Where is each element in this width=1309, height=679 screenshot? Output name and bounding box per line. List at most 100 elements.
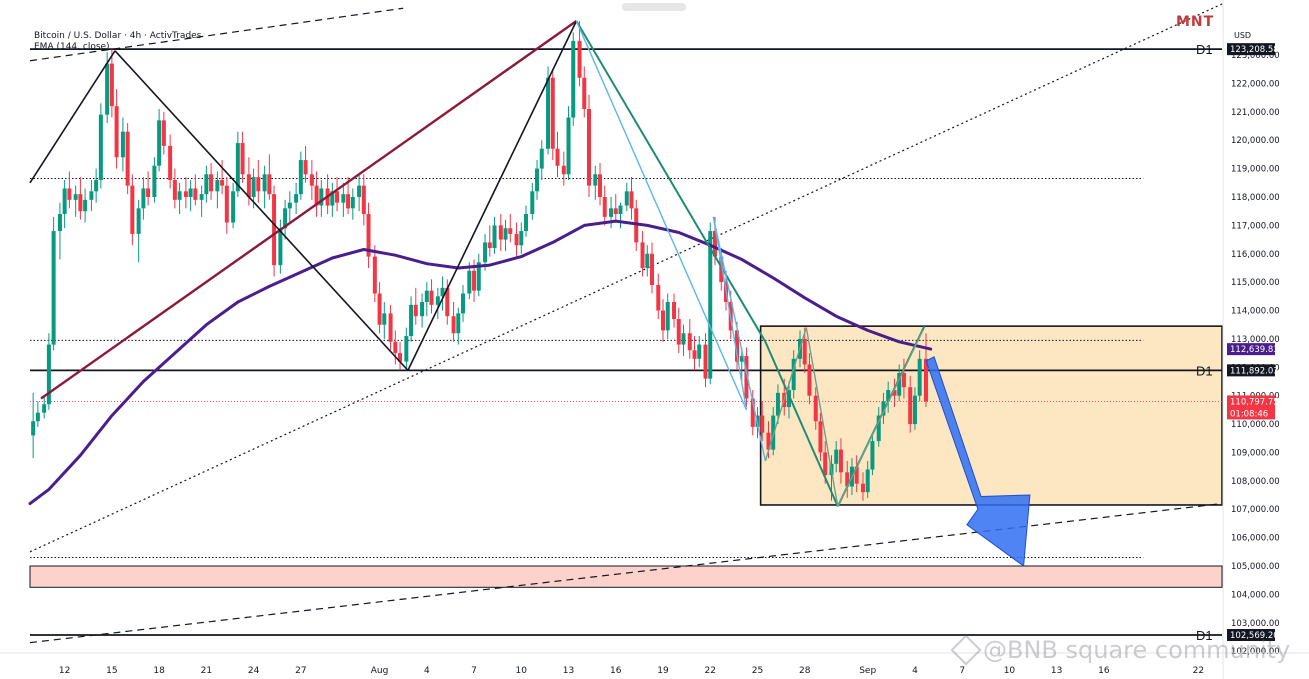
candle-body[interactable] [287,202,292,209]
candle[interactable] [692,336,697,371]
candle[interactable] [272,185,277,277]
candle-body[interactable] [791,358,796,391]
candle[interactable] [535,160,540,200]
candle-body[interactable] [398,353,403,362]
candle[interactable] [256,160,261,203]
candle[interactable] [177,182,182,215]
candle[interactable] [435,287,440,320]
candle[interactable] [204,165,209,203]
candle[interactable] [870,432,875,476]
candle-body[interactable] [535,168,540,192]
candle-body[interactable] [834,449,839,464]
candle-body[interactable] [750,398,755,427]
candle-body[interactable] [876,415,881,442]
candle[interactable] [697,336,702,368]
candle[interactable] [834,441,839,473]
candle-body[interactable] [870,441,875,470]
candle-body[interactable] [524,214,529,232]
candle-body[interactable] [272,194,277,266]
candle-body[interactable] [508,228,513,234]
candle-body[interactable] [62,188,67,215]
candle-body[interactable] [519,231,524,246]
candle[interactable] [382,302,387,339]
candle[interactable] [319,179,324,217]
candle-body[interactable] [571,40,576,118]
candle[interactable] [492,216,497,254]
candle[interactable] [57,202,62,260]
candle[interactable] [703,333,708,388]
candle-body[interactable] [130,185,135,234]
candle[interactable] [220,160,225,195]
candle[interactable] [398,341,403,371]
candle[interactable] [656,273,661,320]
candle-body[interactable] [215,179,220,192]
symbol-title[interactable]: Bitcoin / U.S. Dollar · 4h · ActivTrades [34,31,202,41]
candle[interactable] [760,401,765,442]
candle[interactable] [629,177,634,220]
candle[interactable] [235,131,240,197]
candle[interactable] [649,242,654,294]
candle-body[interactable] [98,114,103,180]
candles-layer[interactable] [31,21,928,501]
candle[interactable] [461,284,466,322]
candle[interactable] [361,174,366,226]
candle-body[interactable] [172,179,177,200]
candle-body[interactable] [377,293,382,325]
candle-body[interactable] [188,188,193,197]
candle-body[interactable] [613,208,618,215]
candle-body[interactable] [309,174,314,186]
candle[interactable] [487,225,492,257]
candle[interactable] [350,188,355,220]
candle-body[interactable] [57,214,62,232]
candle-body[interactable] [771,415,776,450]
time-axis-layer[interactable]: 12 15 18 21 24 27 Aug 4 7 10 13 16 19 22 25 28 Sep 4 7 10 13… [0,652,1309,676]
candle[interactable] [294,182,299,215]
candle-body[interactable] [136,208,141,234]
candle[interactable] [298,151,303,200]
candle[interactable] [330,182,335,217]
candle[interactable] [141,177,146,220]
candle-body[interactable] [838,449,843,473]
candle[interactable] [876,407,881,447]
candle-body[interactable] [235,143,240,192]
candle[interactable] [215,171,220,209]
candle-body[interactable] [372,256,377,294]
candle-body[interactable] [917,358,922,396]
candle[interactable] [309,160,314,200]
candle-body[interactable] [424,290,429,303]
candle-body[interactable] [629,191,634,209]
candle[interactable] [923,333,928,408]
candle[interactable] [744,347,749,408]
candle[interactable] [582,66,587,118]
candle-body[interactable] [251,177,256,197]
candle[interactable] [314,171,319,217]
candle-body[interactable] [892,390,897,396]
candle[interactable] [676,307,681,354]
candle-body[interactable] [818,421,823,453]
candle-body[interactable] [467,270,472,294]
candle-body[interactable] [42,404,47,413]
candle-body[interactable] [51,231,56,345]
candle[interactable] [51,216,56,351]
candle-body[interactable] [744,355,749,399]
candle-body[interactable] [31,421,36,436]
candle-body[interactable] [78,194,83,212]
candle-body[interactable] [420,302,425,317]
candle-body[interactable] [503,228,508,240]
candle[interactable] [771,407,776,456]
candle[interactable] [807,353,812,405]
candle-body[interactable] [813,395,818,422]
candle[interactable] [35,401,40,427]
candle-body[interactable] [294,194,299,203]
candle[interactable] [618,202,623,229]
top-drag-handle[interactable] [622,3,686,11]
candle-body[interactable] [461,293,466,314]
candle-body[interactable] [618,205,623,215]
candle-body[interactable] [649,253,654,285]
candle-body[interactable] [256,177,261,192]
candle-body[interactable] [593,174,598,186]
candle[interactable] [661,299,666,342]
candle[interactable] [62,179,67,229]
candle-body[interactable] [146,188,151,197]
candle-body[interactable] [319,188,324,206]
